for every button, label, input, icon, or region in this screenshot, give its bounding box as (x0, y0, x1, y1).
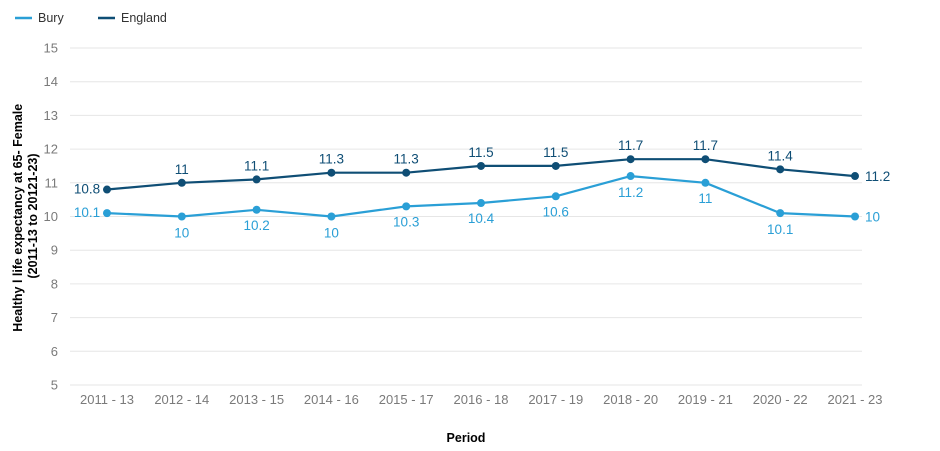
data-point-bury[interactable] (177, 212, 186, 221)
x-tick-label: 2018 - 20 (603, 392, 658, 407)
data-point-england[interactable] (851, 172, 859, 181)
x-tick-label: 2012 - 14 (154, 392, 209, 407)
data-label-bury: 10.4 (468, 211, 495, 226)
data-label-bury: 10.6 (543, 204, 569, 219)
x-axis-ticks: 2011 - 13 2012 - 14 2013 - 15 2014 - 16 2015… (80, 392, 882, 407)
data-point-england[interactable] (252, 175, 261, 184)
data-point-england[interactable] (402, 168, 411, 177)
series-points (103, 155, 859, 221)
data-point-bury[interactable] (701, 178, 710, 187)
data-point-bury[interactable] (851, 212, 859, 221)
y-tick-label: 10 (44, 209, 58, 224)
data-point-england[interactable] (701, 155, 710, 164)
data-labels: 10.1 10 10.2 10 10.3 10.4 10.6 11.2 11 10.1 10 10.8… (74, 138, 890, 240)
data-point-england[interactable] (776, 165, 785, 174)
data-point-england[interactable] (103, 185, 111, 194)
data-point-bury[interactable] (252, 205, 261, 214)
x-tick-label: 2016 - 18 (454, 392, 509, 407)
x-tick-label: 2017 - 19 (528, 392, 583, 407)
y-axis-title-line-2: (2011-13 to 20121-23) (26, 153, 40, 278)
data-label-england: 11.5 (543, 145, 568, 160)
legend-item-bury[interactable]: Bury (15, 11, 64, 25)
data-label-england: 11.5 (468, 145, 493, 160)
x-tick-label: 2021 - 23 (828, 392, 883, 407)
data-point-bury[interactable] (402, 202, 411, 211)
data-point-england[interactable] (477, 161, 485, 170)
y-tick-label: 5 (51, 378, 58, 393)
legend-item-england[interactable]: England (98, 11, 167, 25)
x-tick-label: 2020 - 22 (753, 392, 808, 407)
x-tick-label: 2019 - 21 (678, 392, 733, 407)
y-tick-label: 8 (51, 276, 58, 291)
data-label-bury: 10 (174, 226, 189, 241)
data-label-bury: 11.2 (618, 185, 643, 200)
data-point-bury[interactable] (626, 172, 635, 181)
y-tick-label: 7 (51, 310, 58, 325)
data-label-bury: 10 (324, 226, 339, 241)
y-axis-title: Healthy l life expectancy at 65- Female … (11, 100, 40, 331)
data-point-bury[interactable] (103, 209, 111, 218)
data-label-england: 11.3 (319, 152, 344, 167)
data-point-england[interactable] (551, 161, 560, 170)
data-label-england: 11.2 (865, 169, 890, 184)
y-tick-label: 6 (51, 344, 58, 359)
data-point-england[interactable] (177, 178, 186, 187)
data-label-bury: 11 (698, 191, 712, 206)
data-point-bury[interactable] (327, 212, 336, 221)
y-tick-label: 12 (44, 142, 58, 157)
data-label-bury: 10.3 (393, 214, 419, 229)
x-axis-title: Period (447, 431, 486, 445)
data-label-england: 10.8 (74, 182, 100, 197)
legend: Bury England (15, 11, 167, 25)
legend-label-bury: Bury (38, 11, 64, 25)
data-point-bury[interactable] (477, 199, 485, 208)
data-point-england[interactable] (626, 155, 635, 164)
data-label-bury: 10.1 (74, 205, 100, 220)
data-label-england: 11.4 (768, 148, 794, 163)
data-label-bury: 10 (865, 210, 880, 225)
y-axis-title-line-1: Healthy l life expectancy at 65- Female (11, 104, 25, 332)
data-label-england: 11.7 (618, 138, 643, 153)
y-tick-label: 14 (44, 74, 58, 89)
data-label-england: 11 (175, 162, 189, 177)
y-tick-label: 9 (51, 243, 58, 258)
data-label-bury: 10.2 (243, 218, 269, 233)
x-tick-label: 2014 - 16 (304, 392, 359, 407)
legend-label-england: England (121, 11, 167, 25)
y-tick-label: 15 (44, 41, 58, 56)
data-label-bury: 10.1 (767, 222, 793, 237)
y-axis-ticks: 5 6 7 8 9 10 11 12 13 14 15 (44, 41, 58, 393)
y-tick-label: 11 (45, 175, 59, 190)
data-label-england: 11.3 (394, 152, 419, 167)
x-tick-label: 2015 - 17 (379, 392, 434, 407)
x-tick-label: 2013 - 15 (229, 392, 284, 407)
data-point-england[interactable] (327, 168, 336, 177)
data-point-bury[interactable] (776, 209, 785, 218)
x-tick-label: 2011 - 13 (80, 392, 134, 407)
data-point-bury[interactable] (551, 192, 560, 201)
data-label-england: 11.7 (693, 138, 718, 153)
y-tick-label: 13 (44, 108, 58, 123)
data-label-england: 11.1 (244, 158, 269, 173)
